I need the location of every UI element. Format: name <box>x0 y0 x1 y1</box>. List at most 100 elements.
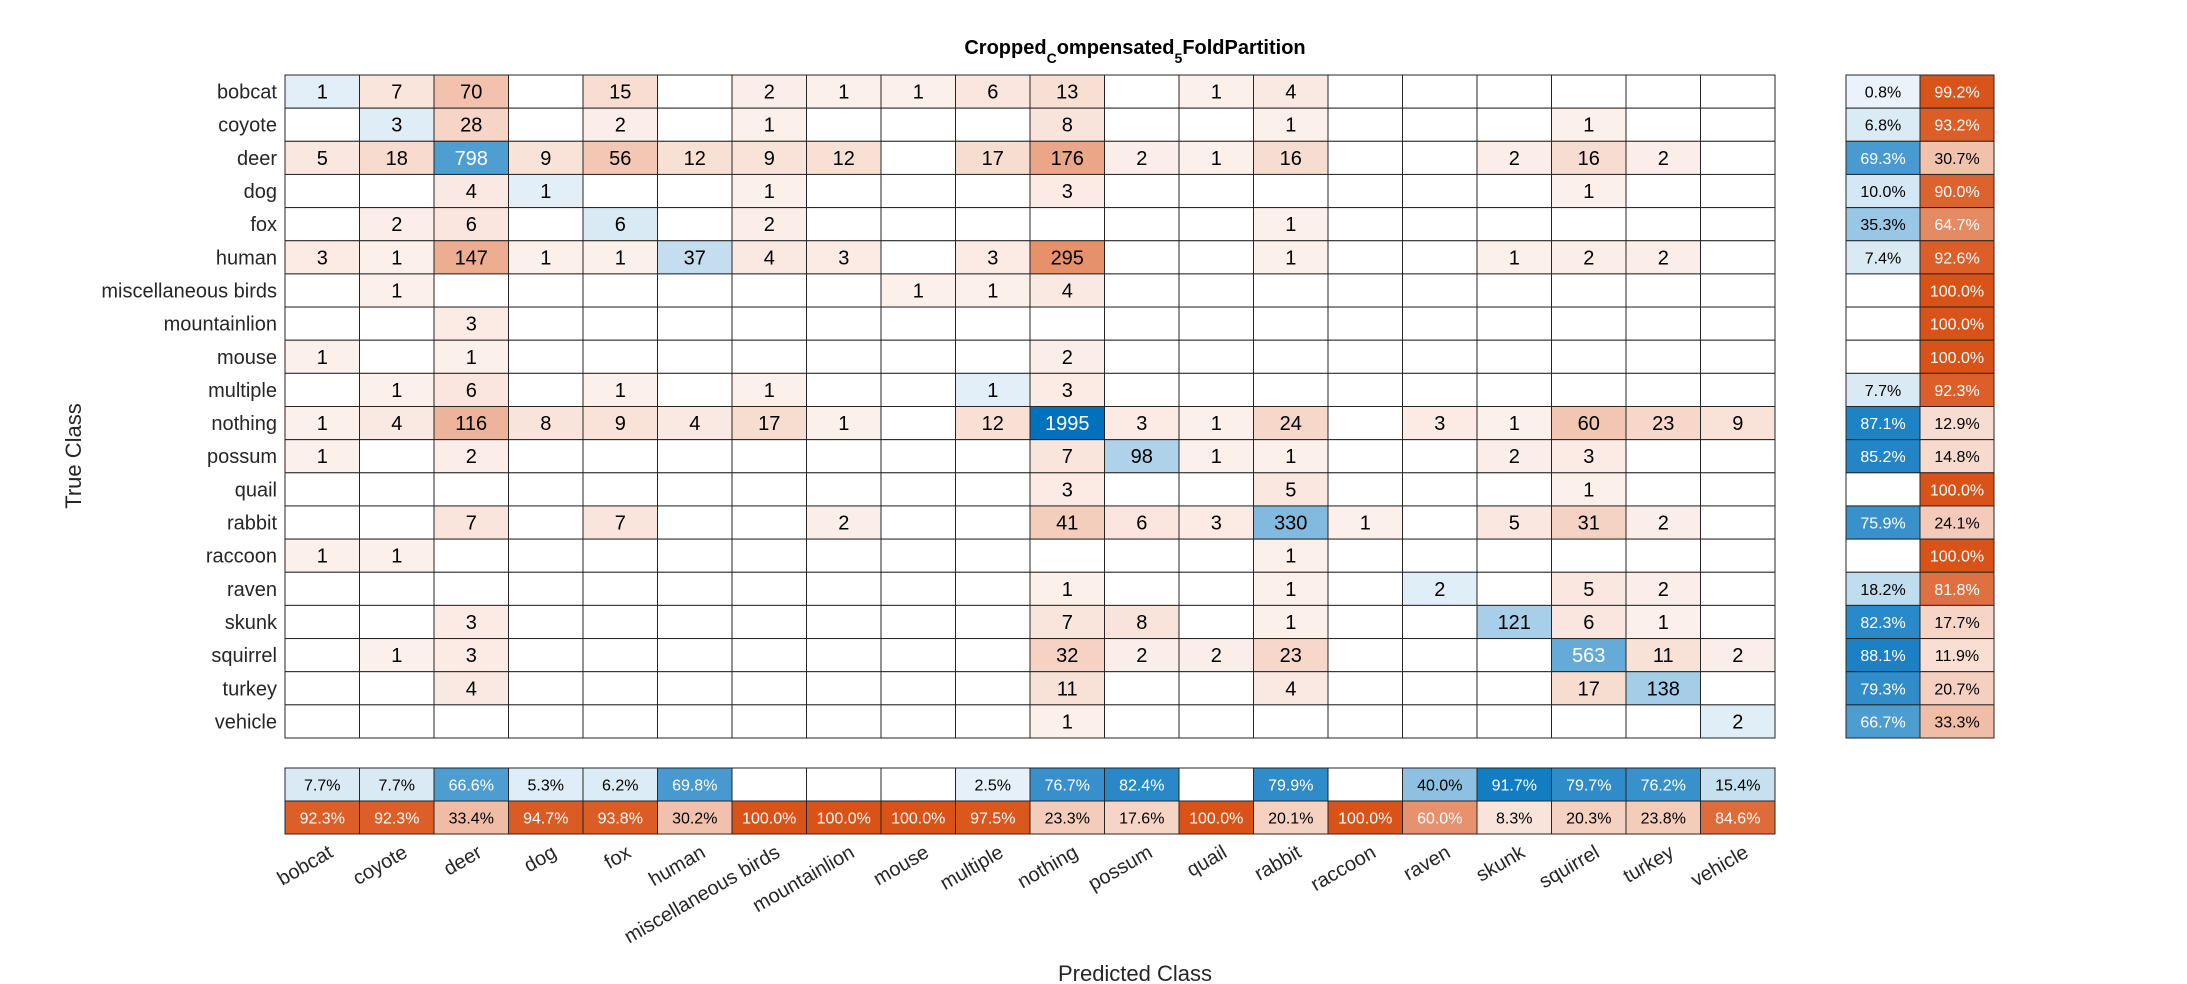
summary-value: 76.7% <box>1045 778 1090 795</box>
matrix-cell <box>284 406 360 441</box>
matrix-cell <box>1327 406 1403 441</box>
cell-value: 2 <box>1583 247 1594 269</box>
cell-value: 1 <box>1285 612 1296 634</box>
matrix-cell <box>880 406 956 441</box>
matrix-cell <box>1551 638 1627 673</box>
cell-value: 2 <box>1658 247 1669 269</box>
summary-cell <box>1178 767 1254 802</box>
cell-value: 3 <box>1211 513 1222 535</box>
summary-cell <box>359 767 435 802</box>
matrix-cell <box>433 604 509 640</box>
summary-cell <box>1919 638 1995 673</box>
matrix-cell <box>284 604 360 640</box>
matrix-cell <box>1551 273 1627 308</box>
matrix-cell <box>955 207 1031 242</box>
matrix-cell <box>508 472 584 507</box>
matrix-cell <box>657 472 733 507</box>
matrix-cell <box>284 571 360 606</box>
matrix-cell <box>582 173 658 209</box>
cell-value: 12 <box>982 413 1004 435</box>
row-tick-label: multiple <box>208 380 277 402</box>
matrix-cell <box>806 472 882 507</box>
matrix-cell <box>1402 638 1478 673</box>
matrix-cell <box>1029 604 1105 640</box>
cell-value: 2 <box>1732 645 1743 667</box>
summary-cell <box>1919 671 1995 706</box>
matrix-cell <box>359 173 435 209</box>
matrix-cell <box>508 306 584 341</box>
matrix-cell <box>582 571 658 606</box>
matrix-cell <box>806 207 882 242</box>
summary-value: 8.3% <box>1496 811 1532 828</box>
matrix-cell <box>1476 372 1552 408</box>
summary-cell <box>1845 207 1921 242</box>
cell-value: 1 <box>1285 214 1296 236</box>
cell-value: 7 <box>615 513 626 535</box>
matrix-cell <box>1178 671 1254 706</box>
cell-value: 1 <box>615 380 626 402</box>
column-tick-label: raccoon <box>1307 841 1380 896</box>
matrix-cell <box>508 704 584 739</box>
cell-value: 295 <box>1051 247 1084 269</box>
summary-value: 24.1% <box>1934 516 1979 533</box>
cell-value: 1 <box>1285 579 1296 601</box>
matrix-cell <box>657 704 733 739</box>
column-tick-label: fox <box>601 841 635 873</box>
matrix-cell <box>1253 472 1329 507</box>
matrix-cell <box>284 671 360 706</box>
summary-value: 30.2% <box>672 811 717 828</box>
matrix-cell <box>1700 571 1776 606</box>
cell-value: 1 <box>1583 115 1594 137</box>
matrix-cell <box>1029 107 1105 142</box>
cell-value: 2 <box>1509 148 1520 170</box>
matrix-cell <box>284 273 360 308</box>
matrix-cell <box>1625 74 1701 109</box>
matrix-cell <box>1476 704 1552 739</box>
cell-value: 5 <box>1285 479 1296 501</box>
summary-cell <box>1104 800 1180 835</box>
cell-value: 4 <box>689 413 700 435</box>
cell-value: 1 <box>317 413 328 435</box>
matrix-cell <box>1029 306 1105 341</box>
cell-value: 1 <box>317 546 328 568</box>
matrix-cell <box>1178 704 1254 739</box>
cell-value: 1 <box>466 347 477 369</box>
matrix-cell <box>1402 107 1478 142</box>
cell-value: 12 <box>684 148 706 170</box>
matrix-cell <box>359 372 435 408</box>
summary-cell <box>284 767 360 802</box>
matrix-cell <box>1402 372 1478 408</box>
summary-value: 92.3% <box>374 811 419 828</box>
summary-value: 12.9% <box>1934 416 1979 433</box>
matrix-cell <box>1327 372 1403 408</box>
cell-value: 9 <box>540 148 551 170</box>
cell-value: 1 <box>764 115 775 137</box>
cell-value: 9 <box>764 148 775 170</box>
summary-cell <box>1845 173 1921 209</box>
cell-value: 1 <box>391 380 402 402</box>
summary-value: 97.5% <box>970 811 1015 828</box>
matrix-cell <box>1551 439 1627 474</box>
summary-cell <box>582 800 658 835</box>
cell-value: 3 <box>466 314 477 336</box>
matrix-cell <box>1700 306 1776 341</box>
cell-value: 4 <box>1285 82 1296 104</box>
matrix-cell <box>1029 240 1105 275</box>
row-tick-label: fox <box>250 214 277 236</box>
cell-value: 3 <box>1062 479 1073 501</box>
matrix-cell <box>806 439 882 474</box>
cell-value: 563 <box>1572 645 1605 667</box>
cell-value: 18 <box>386 148 408 170</box>
cell-value: 13 <box>1056 82 1078 104</box>
matrix-cell <box>1327 704 1403 739</box>
cell-value: 1 <box>1285 446 1296 468</box>
matrix-cell <box>1700 273 1776 308</box>
matrix-cell <box>1104 107 1180 142</box>
cell-value: 1 <box>1285 115 1296 137</box>
cell-value: 1 <box>913 280 924 302</box>
matrix-cell <box>1402 671 1478 706</box>
matrix-cell <box>1178 273 1254 308</box>
matrix-cell <box>582 604 658 640</box>
matrix-cell <box>1700 505 1776 540</box>
cell-value: 1 <box>1062 579 1073 601</box>
